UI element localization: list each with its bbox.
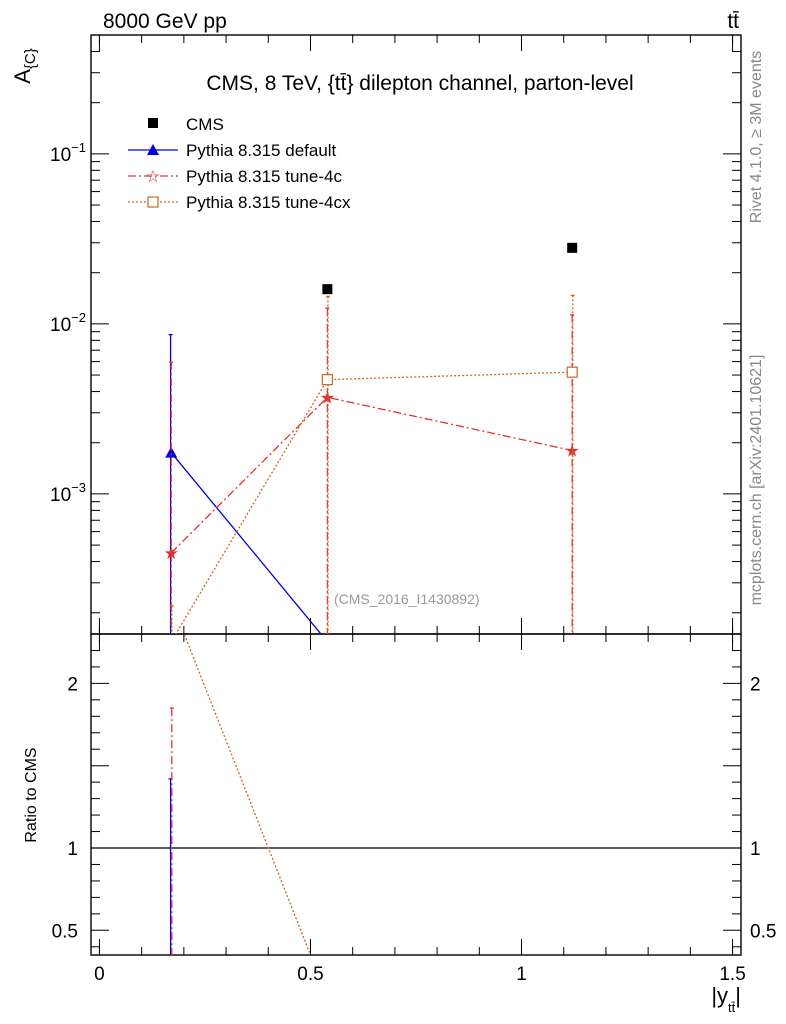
ratio-tick-label-right: 0.5 bbox=[750, 921, 776, 942]
x-tick-label: 1 bbox=[516, 964, 527, 985]
ratio-layer bbox=[91, 634, 741, 955]
legend: CMS Pythia 8.315 default ☆ Pythia 8.315 … bbox=[128, 115, 351, 212]
data-point-default bbox=[321, 636, 333, 647]
x-tick-label: 0 bbox=[94, 964, 105, 985]
y-tick-label-base: 10 bbox=[50, 145, 71, 166]
data-point-tune4cx bbox=[566, 366, 578, 378]
analysis-id: (CMS_2016_I1430892) bbox=[334, 591, 480, 607]
x-axis-title-sub: tt̄ bbox=[728, 1000, 736, 1015]
data-point-default bbox=[566, 636, 578, 647]
y-tick-label-base: 10 bbox=[50, 485, 71, 506]
y-tick-label-base: 10 bbox=[50, 315, 71, 336]
ratio-line-tune4cx bbox=[183, 634, 312, 955]
ratio-plot-frame bbox=[90, 633, 742, 956]
data-point-tune4c: ★ bbox=[164, 544, 179, 563]
x-axis-title-end: | bbox=[735, 983, 741, 1008]
series-line-2 bbox=[170, 396, 573, 554]
legend-marker-tune4c: ☆ bbox=[145, 167, 160, 186]
data-point-tune4cx bbox=[321, 374, 333, 386]
series-line-1 bbox=[170, 452, 322, 634]
header-process: tt̄ bbox=[727, 10, 739, 33]
x-tick-label: 0.5 bbox=[297, 964, 323, 985]
y-axis-title-sub: {C} bbox=[22, 48, 39, 69]
data-point-cms bbox=[567, 242, 578, 253]
ticks-layer: 0 0.5 1 1.510−310−210−10.5 0.51 12 2 bbox=[50, 34, 776, 985]
rivet-label: Rivet 4.1.0, ≥ 3M events bbox=[748, 51, 765, 223]
data-point-tune4c: ★ bbox=[565, 442, 580, 461]
ratio-tick-label-right: 2 bbox=[750, 674, 761, 695]
legend-marker-cms bbox=[148, 118, 158, 128]
y-axis-title-main: A bbox=[10, 69, 35, 84]
data-layer: ★★★ bbox=[164, 242, 580, 647]
header-energy: 8000 GeV pp bbox=[103, 10, 227, 33]
legend-label-default: Pythia 8.315 default bbox=[186, 141, 337, 160]
ratio-tick-label-right: 1 bbox=[750, 839, 761, 860]
y-axis-title: A{C} bbox=[10, 48, 39, 84]
data-point-tune4cx bbox=[166, 637, 176, 647]
x-axis-title: |ytt̄| bbox=[711, 983, 741, 1015]
legend-marker-tune4cx bbox=[147, 196, 159, 208]
legend-label-cms: CMS bbox=[186, 115, 224, 134]
x-tick-label: 1.5 bbox=[719, 964, 745, 985]
data-point-cms bbox=[322, 284, 333, 295]
x-axis-title-main: |y bbox=[711, 983, 728, 1008]
plot-title: CMS, 8 TeV, {tt̄} dilepton channel, part… bbox=[206, 72, 633, 95]
y-tick-label: 10−3 bbox=[50, 480, 86, 506]
y-tick-label-exp: −1 bbox=[71, 140, 86, 155]
legend-label-tune4c: Pythia 8.315 tune-4c bbox=[186, 167, 342, 186]
y-tick-label: 10−1 bbox=[50, 140, 86, 166]
data-point-default bbox=[165, 446, 178, 458]
ratio-tick-label-left: 1 bbox=[67, 839, 78, 860]
y-tick-label: 10−2 bbox=[50, 310, 86, 336]
legend-label-tune4cx: Pythia 8.315 tune-4cx bbox=[186, 193, 351, 212]
ratio-y-axis-title: Ratio to CMS bbox=[23, 747, 40, 842]
y-tick-label-exp: −3 bbox=[71, 480, 86, 495]
y-tick-label-exp: −2 bbox=[71, 310, 86, 325]
ratio-tick-label-left: 2 bbox=[67, 674, 78, 695]
legend-marker-default bbox=[147, 144, 159, 155]
mcplots-label: mcplots.cern.ch [arXiv:2401.10621] bbox=[748, 355, 765, 606]
ratio-tick-label-left: 0.5 bbox=[52, 921, 78, 942]
